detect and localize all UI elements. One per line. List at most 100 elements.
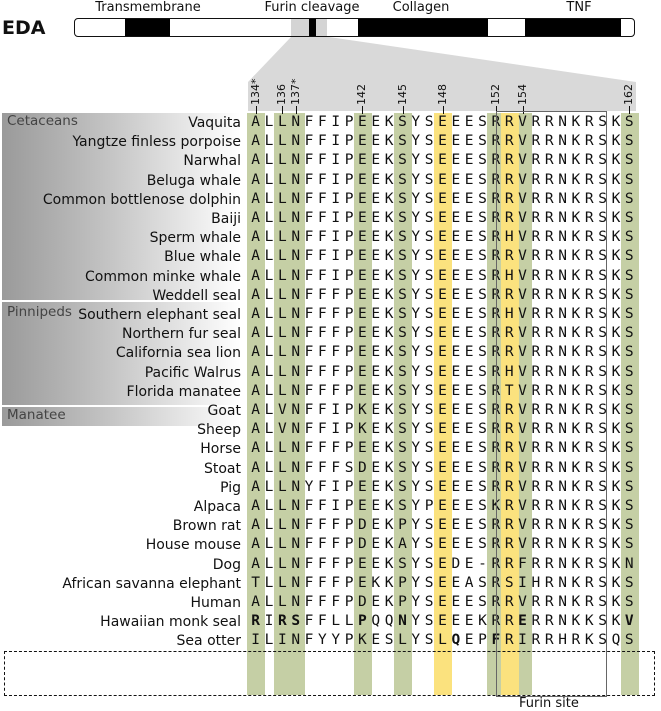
residue: E [464, 248, 474, 265]
residue: K [384, 306, 394, 322]
residue: H [558, 632, 567, 649]
residue: S [478, 574, 487, 591]
residue: S [398, 478, 407, 495]
residue: R [544, 152, 554, 169]
residue: R [531, 248, 541, 265]
residue: S [398, 248, 407, 265]
residue: H [504, 267, 514, 284]
residue: E [371, 190, 381, 207]
residue: E [464, 171, 474, 188]
residue: Y [411, 459, 421, 476]
residue: L [264, 152, 274, 169]
residue: F [304, 555, 314, 572]
residue: L [264, 517, 274, 534]
residue: E [371, 632, 381, 649]
residue: V [518, 286, 527, 303]
residue: F [331, 306, 341, 322]
collagen-domain [358, 19, 488, 36]
residue: I [331, 478, 341, 495]
residue: R [544, 363, 554, 380]
residue: N [558, 459, 567, 476]
residue: F [318, 421, 327, 438]
residue: F [304, 229, 314, 246]
species-name: Baiji [211, 211, 241, 227]
residue: L [277, 248, 287, 265]
residue: E [358, 133, 367, 150]
domain-label-transmembrane: Transmembrane [95, 0, 201, 15]
residue: S [478, 440, 487, 457]
residue: E [438, 555, 447, 572]
residue: E [464, 440, 474, 457]
residue: F [318, 440, 327, 457]
residue: E [358, 498, 367, 514]
residue: R [531, 613, 541, 630]
residue: L [277, 594, 287, 610]
residue: N [291, 517, 301, 534]
residue: R [504, 325, 514, 342]
residue: K [571, 421, 581, 438]
residue: F [331, 574, 341, 591]
residue: K [571, 459, 581, 476]
residue: S [624, 306, 634, 322]
residue: Y [411, 382, 421, 399]
residue: F [304, 382, 314, 399]
residue: R [531, 171, 541, 188]
residue: R [504, 344, 514, 361]
species-name: Brown rat [172, 518, 241, 535]
residue: S [291, 613, 301, 630]
residue: R [491, 210, 501, 226]
residue: F [304, 459, 314, 476]
residue: K [384, 478, 394, 495]
residue: E [438, 190, 447, 207]
residue: R [491, 152, 501, 169]
residue: I [331, 152, 341, 169]
residue: E [371, 210, 381, 226]
residue: F [304, 325, 314, 342]
residue: S [624, 210, 634, 226]
residue: N [558, 594, 567, 610]
residue: A [398, 536, 407, 553]
species-name: Beluga whale [146, 172, 241, 189]
residue: L [277, 286, 287, 303]
residue: D [358, 594, 367, 610]
residue: Y [411, 402, 421, 418]
residue: S [624, 267, 634, 284]
residue: Y [411, 190, 421, 207]
residue: S [424, 325, 434, 342]
species-name: Stoat [203, 460, 241, 477]
residue: F [304, 402, 314, 418]
residue: R [491, 325, 501, 342]
residue: E [358, 478, 367, 495]
residue: L [264, 632, 274, 649]
residue: P [344, 421, 354, 438]
residue: N [291, 555, 301, 572]
residue: S [424, 594, 434, 610]
residue: P [344, 363, 354, 380]
residue: N [291, 478, 301, 495]
species-name: Weddell seal [152, 287, 241, 304]
residue: - [478, 555, 487, 572]
tnf-domain [525, 19, 621, 36]
residue: F [318, 267, 327, 284]
residue: E [451, 363, 461, 380]
residue: N [291, 363, 301, 380]
residue: S [478, 306, 487, 322]
residue: P [344, 498, 354, 514]
residue: E [464, 229, 474, 246]
conserved-column-highlight [353, 113, 372, 695]
residue: S [424, 402, 434, 418]
residue: R [504, 478, 514, 495]
residue: S [624, 459, 634, 476]
residue: K [384, 325, 394, 342]
residue: V [518, 478, 527, 495]
residue: R [544, 325, 554, 342]
residue: Y [411, 421, 421, 438]
residue: F [304, 286, 314, 303]
residue: S [398, 498, 407, 514]
residue: R [584, 286, 594, 303]
residue: Y [411, 114, 421, 130]
residue: R [584, 498, 594, 514]
residue: V [624, 613, 634, 630]
